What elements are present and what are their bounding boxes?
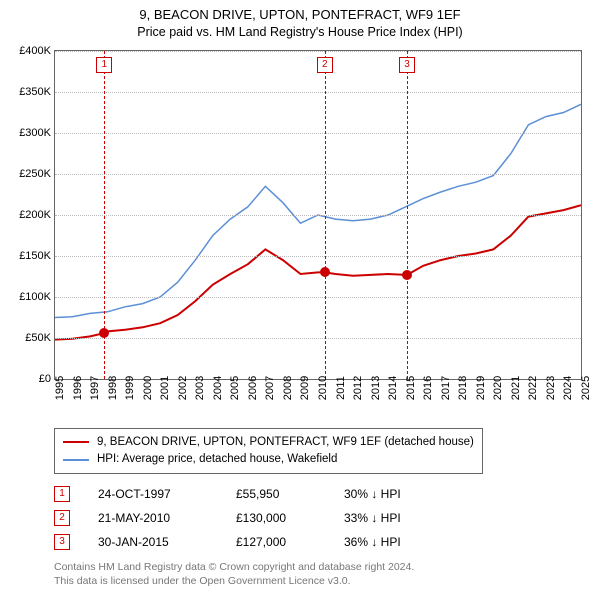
x-tick-label: 2014: [387, 375, 399, 399]
x-tick-label: 2008: [282, 375, 294, 399]
x-tick-label: 2011: [335, 376, 347, 400]
y-tick-label: £350K: [9, 86, 51, 98]
x-tick-label: 2017: [440, 375, 452, 399]
sale-price: £127,000: [236, 535, 316, 549]
x-tick-label: 2010: [317, 375, 329, 399]
chart-title: 9, BEACON DRIVE, UPTON, PONTEFRACT, WF9 …: [10, 6, 590, 24]
event-marker-box: 2: [317, 57, 333, 73]
x-tick-label: 1995: [54, 375, 66, 399]
gridline: [55, 133, 581, 134]
legend-label: 9, BEACON DRIVE, UPTON, PONTEFRACT, WF9 …: [97, 434, 474, 451]
gridline: [55, 338, 581, 339]
sale-marker: [99, 328, 109, 338]
y-tick-label: £50K: [9, 332, 51, 344]
event-marker-box: 1: [96, 57, 112, 73]
sale-marker: [320, 267, 330, 277]
x-tick-label: 2015: [405, 375, 417, 399]
y-tick-label: £200K: [9, 209, 51, 221]
chart-titles: 9, BEACON DRIVE, UPTON, PONTEFRACT, WF9 …: [10, 6, 590, 42]
sale-price: £55,950: [236, 487, 316, 501]
x-tick-label: 2001: [159, 375, 171, 399]
sale-date: 21-MAY-2010: [98, 511, 208, 525]
x-tick-label: 1999: [124, 375, 136, 399]
gridline: [55, 51, 581, 52]
sale-index-box: 3: [54, 534, 70, 550]
sales-table: 1 24-OCT-1997 £55,950 30% ↓ HPI 2 21-MAY-2010…: [54, 482, 590, 554]
gridline: [55, 174, 581, 175]
sale-date: 30-JAN-2015: [98, 535, 208, 549]
gridline: [55, 92, 581, 93]
sale-index-box: 1: [54, 486, 70, 502]
x-tick-label: 2000: [142, 375, 154, 399]
x-axis-ticks: 1995199619971998199920002001200220032004…: [54, 380, 582, 416]
x-tick-label: 2025: [580, 375, 592, 399]
sale-diff: 33% ↓ HPI: [344, 511, 444, 525]
x-tick-label: 2018: [457, 375, 469, 399]
y-tick-label: £150K: [9, 250, 51, 262]
x-tick-label: 1998: [107, 375, 119, 399]
event-line: [325, 51, 326, 379]
x-tick-label: 2021: [510, 375, 522, 399]
sale-date: 24-OCT-1997: [98, 487, 208, 501]
x-tick-label: 2016: [422, 375, 434, 399]
sale-row: 2 21-MAY-2010 £130,000 33% ↓ HPI: [54, 506, 590, 530]
gridline: [55, 297, 581, 298]
x-tick-label: 2002: [177, 375, 189, 399]
sale-diff: 30% ↓ HPI: [344, 487, 444, 501]
chart-wrap: £0£50K£100K£150K£200K£250K£300K£350K£400…: [54, 50, 582, 416]
gridline: [55, 256, 581, 257]
x-tick-label: 2019: [475, 375, 487, 399]
footer-line-1: Contains HM Land Registry data © Crown c…: [54, 560, 590, 574]
y-tick-label: £100K: [9, 291, 51, 303]
x-tick-label: 2024: [562, 375, 574, 399]
gridline: [55, 215, 581, 216]
sale-price: £130,000: [236, 511, 316, 525]
legend: 9, BEACON DRIVE, UPTON, PONTEFRACT, WF9 …: [54, 428, 483, 475]
footer-line-2: This data is licensed under the Open Gov…: [54, 574, 590, 588]
x-tick-label: 1997: [89, 375, 101, 399]
x-tick-label: 2013: [370, 375, 382, 399]
x-tick-label: 2007: [264, 375, 276, 399]
event-marker-box: 3: [399, 57, 415, 73]
chart-subtitle: Price paid vs. HM Land Registry's House …: [10, 24, 590, 42]
series-line-property: [55, 205, 581, 339]
x-tick-label: 2020: [492, 375, 504, 399]
plot-area: £0£50K£100K£150K£200K£250K£300K£350K£400…: [54, 50, 582, 380]
x-tick-label: 1996: [72, 375, 84, 399]
x-tick-label: 2004: [212, 375, 224, 399]
x-tick-label: 2012: [352, 375, 364, 399]
y-tick-label: £0: [9, 373, 51, 385]
sale-marker: [402, 270, 412, 280]
x-tick-label: 2005: [229, 375, 241, 399]
x-tick-label: 2009: [299, 375, 311, 399]
x-tick-label: 2003: [194, 375, 206, 399]
chart-container: 9, BEACON DRIVE, UPTON, PONTEFRACT, WF9 …: [0, 0, 600, 597]
legend-swatch: [63, 441, 89, 443]
y-tick-label: £300K: [9, 127, 51, 139]
x-tick-label: 2006: [247, 375, 259, 399]
sale-diff: 36% ↓ HPI: [344, 535, 444, 549]
sale-index-box: 2: [54, 510, 70, 526]
y-tick-label: £400K: [9, 45, 51, 57]
y-tick-label: £250K: [9, 168, 51, 180]
legend-row: 9, BEACON DRIVE, UPTON, PONTEFRACT, WF9 …: [63, 434, 474, 451]
legend-row: HPI: Average price, detached house, Wake…: [63, 451, 474, 468]
event-line: [407, 51, 408, 379]
sale-row: 3 30-JAN-2015 £127,000 36% ↓ HPI: [54, 530, 590, 554]
sale-row: 1 24-OCT-1997 £55,950 30% ↓ HPI: [54, 482, 590, 506]
legend-swatch: [63, 459, 89, 461]
legend-label: HPI: Average price, detached house, Wake…: [97, 451, 337, 468]
x-tick-label: 2022: [527, 375, 539, 399]
series-line-hpi: [55, 104, 581, 317]
x-tick-label: 2023: [545, 375, 557, 399]
footer: Contains HM Land Registry data © Crown c…: [54, 560, 590, 588]
